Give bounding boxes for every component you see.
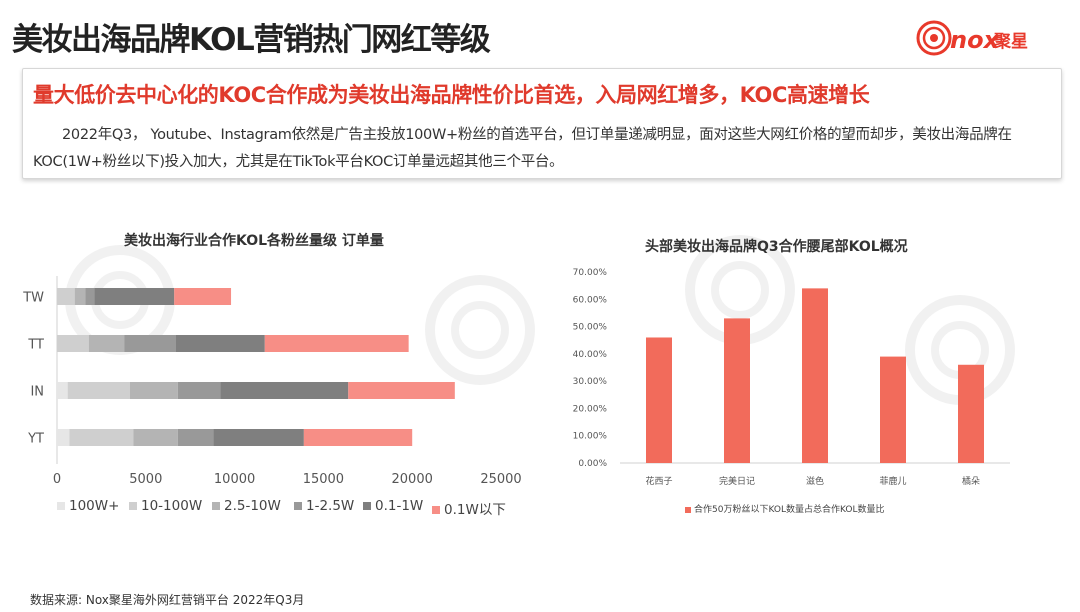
chart1-bar-segment <box>175 335 265 352</box>
chart1-legend-swatch <box>432 506 440 514</box>
chart1-bar-segment <box>177 429 214 446</box>
chart1-bar-segment <box>303 429 413 446</box>
chart1-category-label: TT <box>27 338 44 353</box>
chart2-y-tick-label: 70.00% <box>573 268 608 278</box>
chart1-legend-item: 100W+ <box>57 498 119 514</box>
chart2-plot: 0.00% 10.00% 20.00% 30.00% 40.00% 50.00% 60.00… <box>573 268 1010 487</box>
chart2-bar <box>724 318 750 463</box>
chart1-bar-segment <box>57 429 70 446</box>
chart1-bar-segment <box>74 288 86 305</box>
chart1-category-label: YT <box>27 432 44 447</box>
chart2-y-tick-label: 0.00% <box>578 459 607 469</box>
chart2-y-tick-label: 60.00% <box>573 295 608 305</box>
chart2-legend: 合作50万粉丝以下KOL数量占总合作KOL数量比 <box>685 502 884 515</box>
chart1-bar-segment <box>85 288 95 305</box>
chart1-legend-item: 2.5-10W <box>212 498 281 514</box>
chart1-x-tick-label: 5000 <box>129 472 162 487</box>
chart1-category-label: IN <box>30 385 44 400</box>
chart1-x-tick-label: 0 <box>53 472 61 487</box>
chart1-x-tick-label: 20000 <box>392 472 433 487</box>
chart1-bar-segment <box>129 382 178 399</box>
chart1-x-tick-label: 10000 <box>214 472 255 487</box>
page-title: 美妆出海品牌KOL营销热门网红等级 <box>12 22 491 58</box>
chart1-category-label: TW <box>22 291 44 306</box>
chart2-bar <box>646 337 672 463</box>
chart2-category-label: 滋色 <box>806 475 824 487</box>
nox-logo-icon: nox 聚星 <box>916 20 1028 56</box>
chart1-bar-segment <box>124 335 176 352</box>
chart2-y-tick-label: 10.00% <box>573 432 608 442</box>
chart1-x-tick-label: 15000 <box>303 472 344 487</box>
chart1-legend-item: 0.1-1W <box>363 498 423 514</box>
chart1-plot: TW TT IN YT 0 5000 10000 15000 20000 25000 <box>22 276 522 487</box>
chart2-category-label: 菲鹿儿 <box>879 475 906 487</box>
chart1-bar-segment <box>174 288 232 305</box>
chart1-x-tick-label: 25000 <box>480 472 521 487</box>
chart2-category-label: 橘朵 <box>962 476 980 487</box>
chart1-legend-item: 0.1W以下 <box>432 498 506 518</box>
chart1-title: 美妆出海行业合作KOL各粉丝量级 订单量 <box>124 233 384 249</box>
chart1-bar-segment <box>133 429 178 446</box>
data-source: 数据来源: Nox聚星海外网红营销平台 2022年Q3月 <box>30 593 305 607</box>
chart1-bar-segment <box>264 335 409 352</box>
logo-cjk: 聚星 <box>993 32 1028 52</box>
chart2-bar <box>880 356 906 463</box>
chart1-bar-segment <box>177 382 221 399</box>
chart1-bar-segment <box>88 335 125 352</box>
summary-body: 2022年Q3， Youtube、Instagram依然是广告主投放100W+粉… <box>33 127 1012 170</box>
chart1-legend-item: 1-2.5W <box>294 498 354 514</box>
summary-headline: 量大低价去中心化的KOC合作成为美妆出海品牌性价比首选，入局网红增多，KOC高速… <box>33 83 870 107</box>
chart1-legend-swatch <box>294 502 302 510</box>
chart1-bar-segment <box>94 288 175 305</box>
chart1-legend-swatch <box>57 502 65 510</box>
chart1-bar-segment <box>220 382 349 399</box>
chart1-legend-label: 0.1W以下 <box>444 502 506 518</box>
chart1-legend-label: 2.5-10W <box>224 498 281 514</box>
chart2-bar <box>958 364 984 463</box>
chart1-bar-segment <box>57 288 75 305</box>
chart1-bar-segment <box>57 335 89 352</box>
chart1-bar-segment <box>69 429 134 446</box>
chart1-legend-swatch <box>212 502 220 510</box>
chart1-legend-item: 10-100W <box>129 498 202 514</box>
chart1-bar-segment <box>67 382 130 399</box>
chart2-bar <box>802 288 828 463</box>
chart2-y-tick-label: 40.00% <box>573 350 608 360</box>
chart1-bar-segment <box>213 429 304 446</box>
chart2-legend-label: 合作50万粉丝以下KOL数量占总合作KOL数量比 <box>694 505 885 515</box>
chart1-legend-label: 100W+ <box>69 498 120 514</box>
summary-box: 量大低价去中心化的KOC合作成为美妆出海品牌性价比首选，入局网红增多，KOC高速… <box>22 68 1062 179</box>
chart1-legend-label: 0.1-1W <box>375 498 424 514</box>
logo-latin: nox <box>950 26 1001 54</box>
chart1-bar-segment <box>348 382 455 399</box>
chart1-legend-label: 1-2.5W <box>306 498 355 514</box>
chart2-category-label: 花西子 <box>645 475 672 487</box>
chart1-legend-label: 10-100W <box>141 498 203 514</box>
chart2-y-tick-label: 30.00% <box>573 377 608 387</box>
chart1-legend-swatch <box>363 502 371 510</box>
chart2-y-tick-label: 50.00% <box>573 323 608 333</box>
nox-logo: nox 聚星 <box>914 18 1044 58</box>
chart2-legend-swatch <box>685 506 691 513</box>
chart2-title: 头部美妆出海品牌Q3合作腰尾部KOL概况 <box>645 239 908 255</box>
chart2-category-label: 完美日记 <box>719 475 755 487</box>
chart2-y-tick-label: 20.00% <box>573 404 608 414</box>
chart1-legend-swatch <box>129 502 137 510</box>
chart1-bar-segment <box>57 382 68 399</box>
